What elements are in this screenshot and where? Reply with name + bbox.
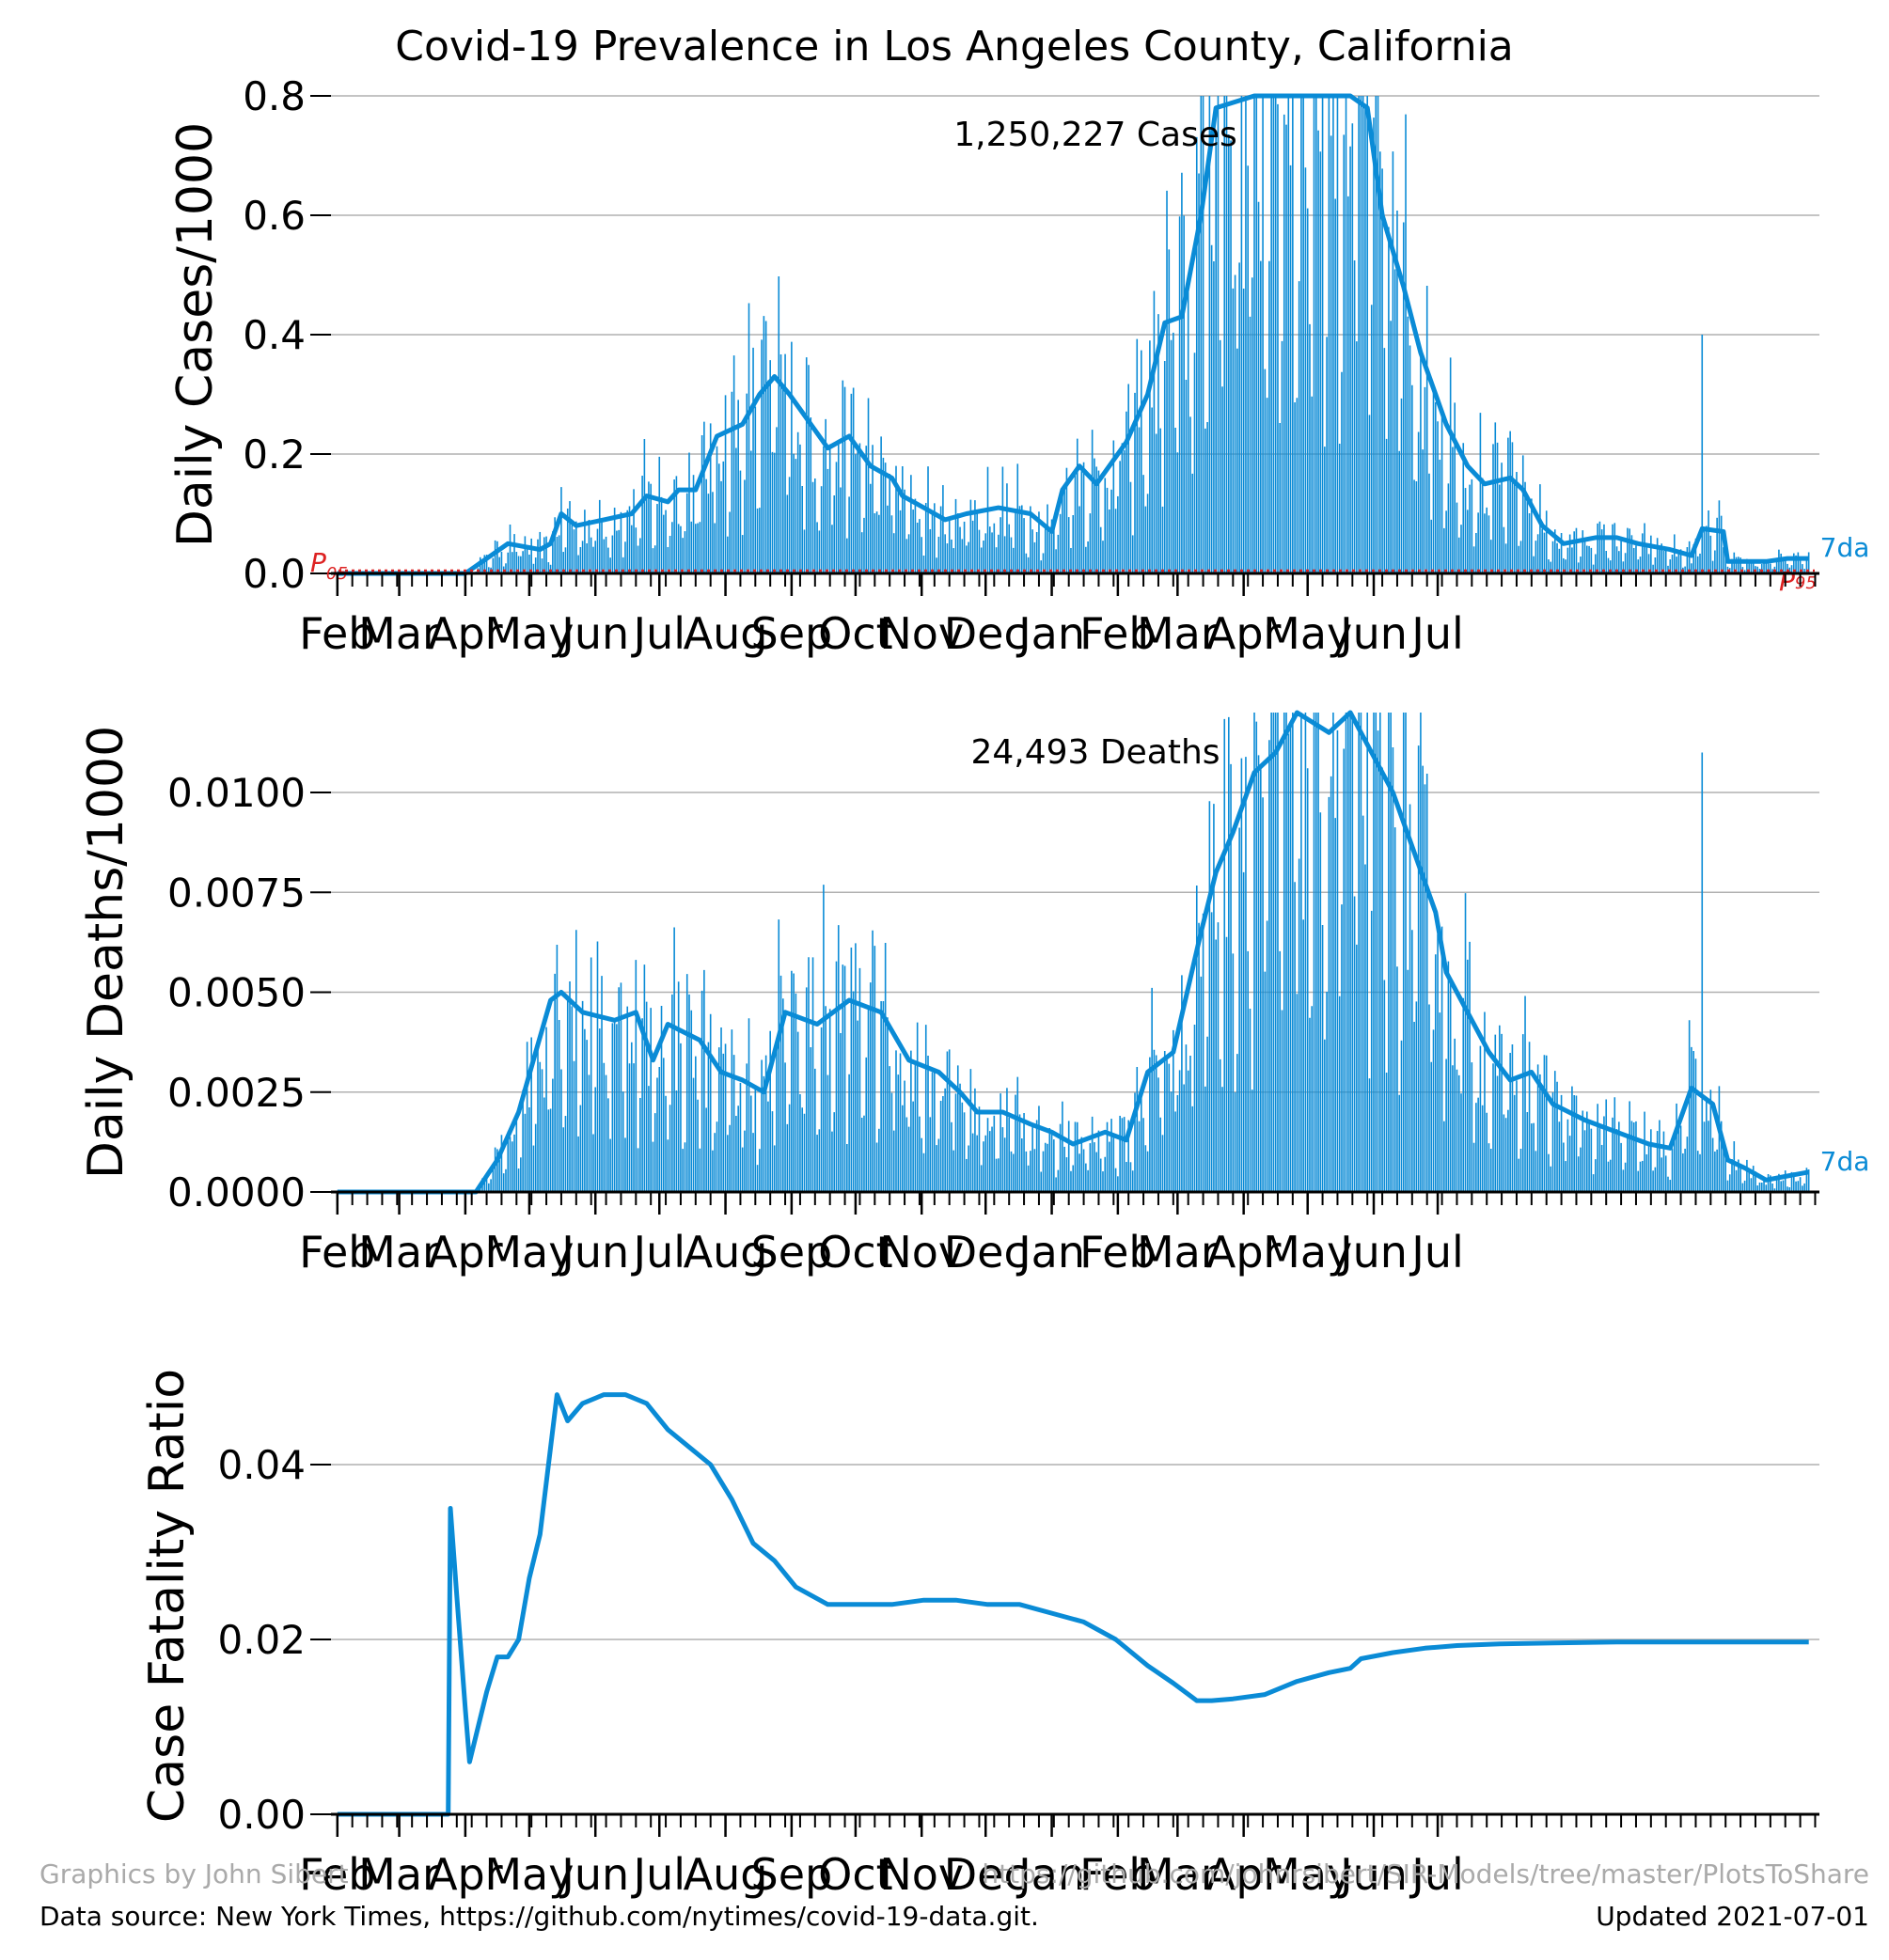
y-tick-label: 0.0025 (167, 1070, 306, 1116)
x-month-label: Mar (358, 608, 440, 659)
total-annotation: 1,250,227 Cases (953, 116, 1237, 154)
daily-cases-panel: 0.0 0.2 0.4 0.6 0.8 Daily Cases/1000 7da 1,250,… (167, 73, 1869, 659)
x-month-label: Aug (684, 1227, 768, 1278)
x-month-label: Jun (559, 1227, 629, 1278)
x-month-label: Jan (1015, 608, 1085, 659)
x-month-label: Nov (879, 1849, 964, 1900)
y-tick-label: 0.0000 (167, 1169, 306, 1215)
x-month-label: May (1263, 1849, 1352, 1900)
y-tick-label: 0.0050 (167, 970, 306, 1016)
figure-title: Covid-19 Prevalence in Los Angeles Count… (395, 23, 1514, 71)
x-month-label: Sep (751, 1227, 833, 1278)
x-month-label: Dec (944, 1849, 1028, 1900)
x-month-label: May (484, 1227, 574, 1278)
x-month-label: May (1263, 608, 1352, 659)
x-month-label: Apr (1206, 608, 1282, 659)
x-month-label: Dec (944, 1227, 1028, 1278)
x-month-label: Mar (358, 1227, 440, 1278)
x-month-label: Jun (1337, 608, 1408, 659)
x-month-label: May (484, 1849, 574, 1900)
x-month-label: Sep (751, 1849, 833, 1900)
x-month-label: Jul (631, 1227, 686, 1278)
x-month-label: Feb (299, 1227, 375, 1278)
x-month-label: Oct (818, 608, 893, 659)
x-month-label: Dec (944, 608, 1028, 659)
x-month-label: Aug (684, 608, 768, 659)
seven-day-average-label: 7da (1820, 532, 1870, 563)
x-month-label: Feb (1079, 1849, 1156, 1900)
x-month-label: Jun (559, 608, 629, 659)
x-month-label: May (484, 608, 574, 659)
y-tick-label: 0.02 (217, 1617, 306, 1663)
y-axis-label: Daily Deaths/1000 (78, 726, 134, 1179)
x-month-label: Apr (1206, 1227, 1282, 1278)
y-tick-label: 0.0 (243, 551, 306, 597)
x-month-label: Feb (1079, 1227, 1156, 1278)
case-fatality-line (337, 1392, 1809, 1817)
x-month-label: Oct (818, 1227, 893, 1278)
updated-text: Updated 2021-07-01 (1596, 1901, 1869, 1932)
p05-label: P05 (310, 547, 348, 584)
x-month-label: Oct (818, 1849, 893, 1900)
x-month-label: Jul (631, 608, 686, 659)
seven-day-average-label: 7da (1820, 1146, 1870, 1177)
x-month-label: Mar (1137, 1849, 1219, 1900)
x-month-label: Apr (1206, 1849, 1282, 1900)
x-month-label: Jul (1409, 1227, 1464, 1278)
credit-text: Graphics by John Sibert (39, 1858, 349, 1889)
daily-deaths-panel: 0.0000 0.0025 0.0050 0.0075 0.0100 Daily Deat… (78, 710, 1870, 1278)
x-month-label: Jan (1015, 1849, 1085, 1900)
x-month-label: Jul (1409, 1849, 1464, 1900)
y-tick-label: 0.6 (243, 193, 306, 239)
x-month-label: Feb (1079, 608, 1156, 659)
x-month-label: Apr (428, 1849, 503, 1900)
y-tick-label: 0.8 (243, 73, 306, 119)
x-month-label: Jul (1409, 608, 1464, 659)
x-month-label: Mar (1137, 608, 1219, 659)
x-month-label: Mar (358, 1849, 440, 1900)
y-tick-label: 0.4 (243, 312, 306, 358)
x-month-label: Mar (1137, 1227, 1219, 1278)
y-tick-label: 0.2 (243, 431, 306, 478)
x-month-label: Aug (684, 1849, 768, 1900)
x-month-label: May (1263, 1227, 1352, 1278)
y-tick-label: 0.04 (217, 1442, 306, 1488)
y-axis-label: Case Fatality Ratio (139, 1369, 196, 1823)
data-source-text: Data source: New York Times, https://git… (39, 1901, 1039, 1932)
x-month-label: Sep (751, 608, 833, 659)
x-month-label: Nov (879, 608, 964, 659)
x-month-label: Apr (428, 1227, 503, 1278)
x-month-label: Feb (299, 608, 375, 659)
x-month-label: Nov (879, 1227, 964, 1278)
total-annotation: 24,493 Deaths (970, 733, 1220, 772)
x-month-label: Jul (631, 1849, 686, 1900)
moving-average-line (337, 93, 1809, 576)
x-month-label: Jan (1015, 1227, 1085, 1278)
x-month-label: Apr (428, 608, 503, 659)
y-tick-label: 0.0100 (167, 770, 306, 816)
repo-link[interactable]: https://github.com/johnrsibert/SIR-Model… (982, 1858, 1869, 1889)
y-axis-label: Daily Cases/1000 (167, 122, 224, 547)
y-tick-label: 0.0075 (167, 870, 306, 916)
x-month-label: Jun (559, 1849, 629, 1900)
x-month-label: Feb (299, 1849, 375, 1900)
x-month-label: Jun (1337, 1227, 1408, 1278)
y-tick-label: 0.00 (217, 1792, 306, 1838)
x-month-label: Jun (1337, 1849, 1408, 1900)
moving-average-line (337, 710, 1810, 1195)
